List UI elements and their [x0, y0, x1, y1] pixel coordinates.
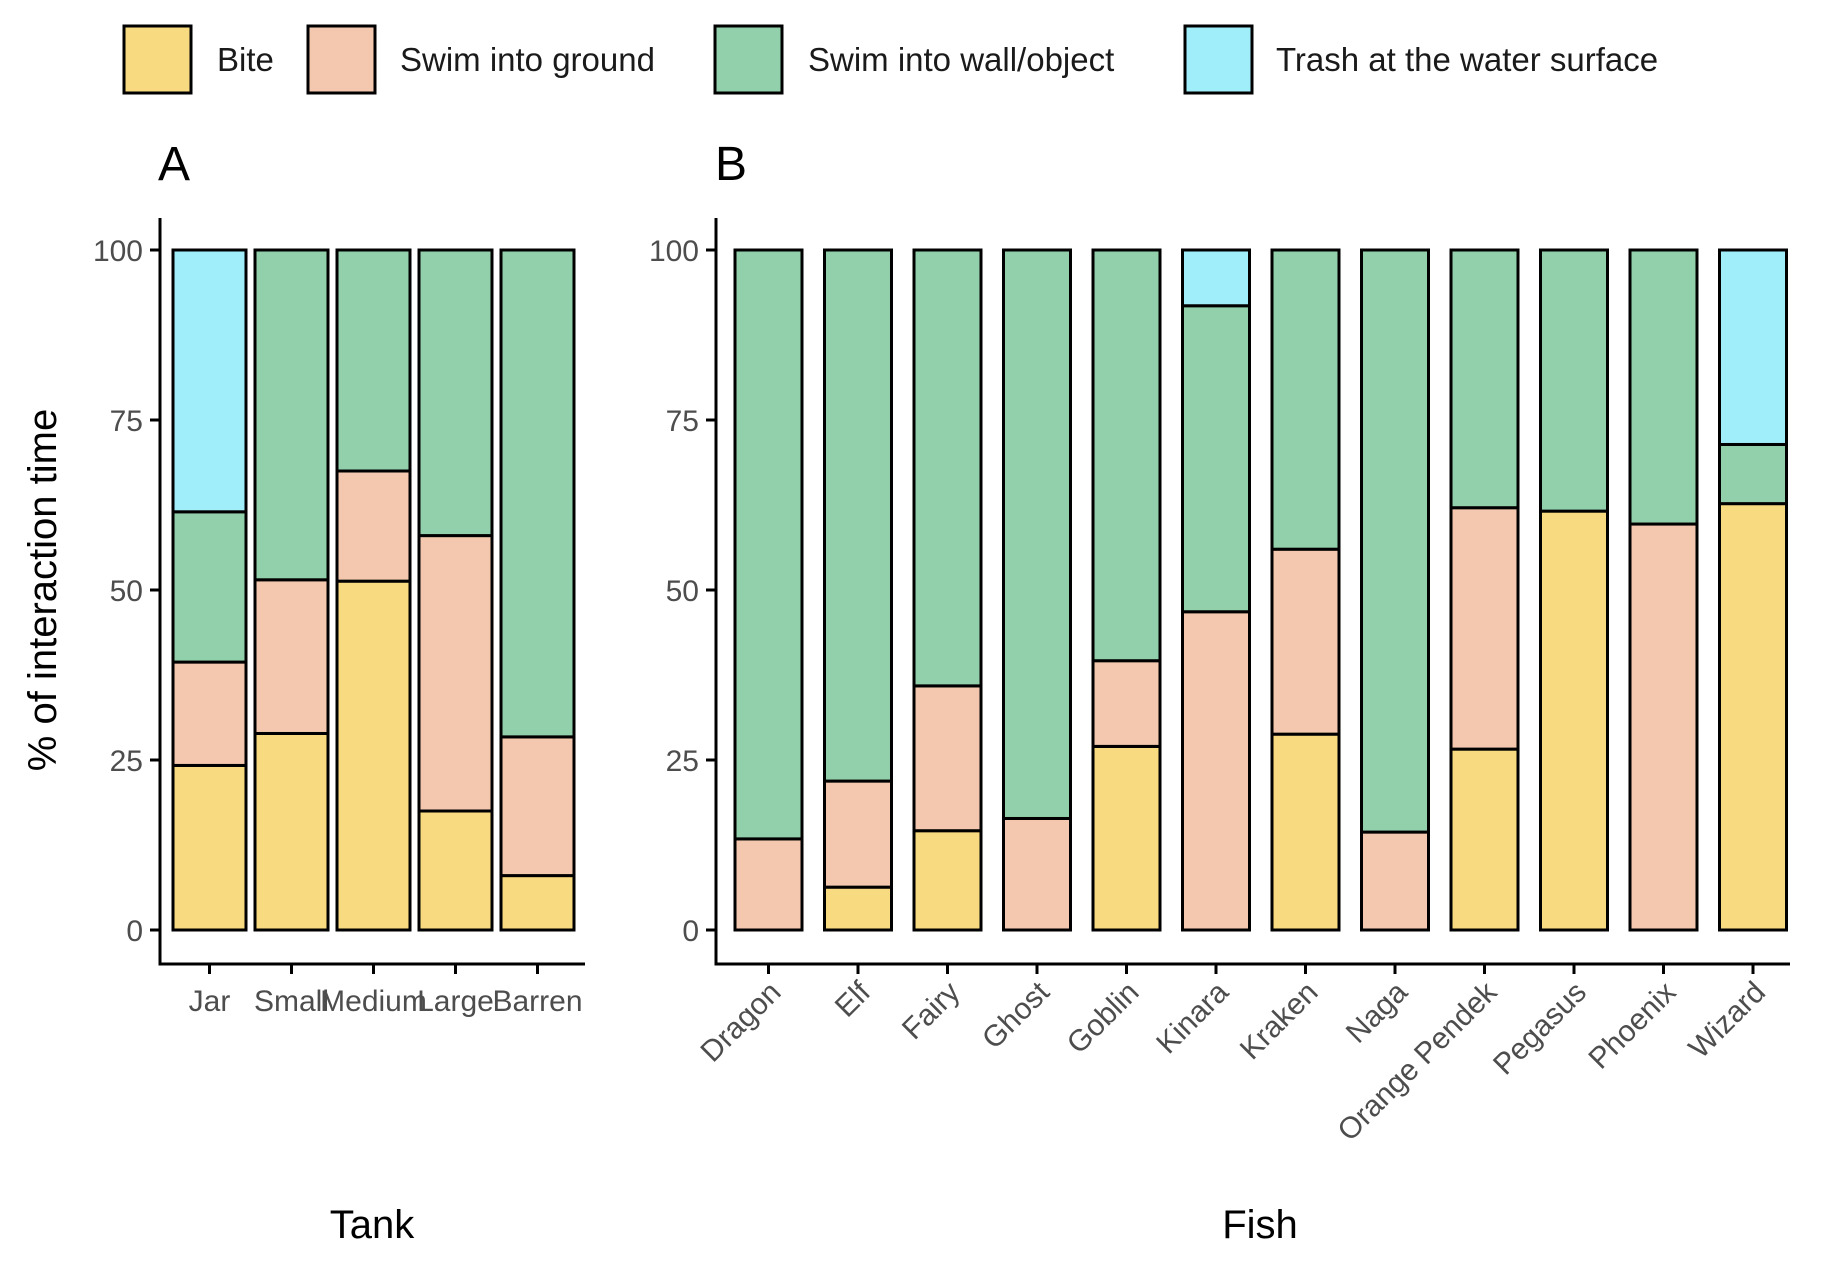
legend-key [713, 24, 784, 95]
legend-item: Bite [122, 24, 274, 95]
bar-segment [1360, 830, 1430, 932]
bar-segment [1091, 248, 1162, 663]
x-tick-label: Kinara [1150, 975, 1235, 1060]
legend-item: Swim into ground [306, 24, 655, 95]
bar-segment [499, 735, 576, 878]
bar-segment [335, 579, 412, 932]
bar-segment [1449, 506, 1520, 751]
bar-segment [1449, 248, 1520, 510]
bar-segment [1539, 248, 1609, 513]
legend-label: Trash at the water surface [1276, 41, 1658, 78]
bar-segment [823, 248, 893, 783]
x-tick-label: Large [417, 985, 494, 1018]
bar-segment [417, 809, 494, 932]
bar-segment [417, 248, 494, 538]
bar-segment [823, 779, 893, 889]
bar-segment [1091, 659, 1162, 748]
bar-segment [912, 829, 983, 932]
bar-segment [1181, 248, 1251, 308]
x-tick-label: Orange Pendek [1332, 975, 1505, 1148]
x-tick-label: Naga [1340, 975, 1414, 1049]
bar-segment [912, 248, 983, 688]
panel-b: B 0 25 50 75 100 Dragon Elf Fairy Ghost Goblin Kina… [649, 138, 1790, 1247]
x-axis-title: Tank [330, 1203, 415, 1247]
x-tick-label: Wizard [1683, 976, 1772, 1065]
bar-segment [335, 469, 412, 583]
bar-segment [1539, 509, 1609, 932]
bar-segment [335, 248, 412, 473]
bar-segment [1718, 442, 1788, 506]
bar-segment [1091, 744, 1162, 932]
x-tick-label: Ghost [976, 975, 1056, 1055]
x-tick-label: Dragon [695, 976, 788, 1069]
x-tick-label: Goblin [1061, 976, 1146, 1061]
bar-segment [171, 763, 248, 932]
bar-segment [1360, 248, 1430, 834]
y-tick-label: 100 [93, 235, 143, 268]
bar-segment [171, 660, 248, 767]
x-tick-label: Medium [320, 985, 427, 1018]
x-tick-label: Barren [492, 985, 582, 1018]
x-axis-title: Fish [1222, 1203, 1298, 1247]
legend-label: Bite [217, 41, 274, 78]
bar-segment [1449, 747, 1520, 932]
y-tick-label: 50 [110, 575, 143, 608]
bar-segment [253, 248, 330, 582]
y-tick-label: 0 [682, 915, 699, 948]
bar-segment [253, 731, 330, 932]
legend-key [1183, 24, 1254, 95]
x-tick-label: Small [254, 985, 329, 1018]
y-tick-label: 0 [126, 915, 143, 948]
bar-segment [733, 248, 804, 841]
legend-key [122, 24, 193, 95]
bar-segment [1002, 816, 1072, 932]
y-tick-label: 25 [666, 745, 699, 778]
bar-segment [1181, 304, 1251, 614]
bar-segment [1270, 732, 1341, 932]
y-tick-label: 75 [666, 405, 699, 438]
bar-segment [1270, 248, 1341, 551]
x-tick-label: Phoenix [1582, 976, 1682, 1076]
bar-segment [1628, 248, 1699, 526]
bar-segment [823, 885, 893, 932]
bar-segment [171, 248, 248, 514]
bar-segment [733, 837, 804, 932]
x-tick-label: Jar [189, 985, 231, 1018]
legend-key [306, 24, 377, 95]
legend: Bite Swim into ground Swim into wall/objec… [122, 24, 1658, 95]
bar-segment [1628, 522, 1699, 932]
panel-tag: B [715, 138, 747, 191]
y-tick-label: 50 [666, 575, 699, 608]
legend-label: Swim into ground [400, 41, 655, 78]
bar-segment [1718, 248, 1788, 446]
legend-label: Swim into wall/object [808, 41, 1114, 78]
legend-item: Swim into wall/object [713, 24, 1114, 95]
y-tick-label: 100 [649, 235, 699, 268]
panel-tag: A [158, 138, 190, 191]
bar-segment [499, 874, 576, 932]
bar-segment [1718, 502, 1788, 932]
y-axis-title: % of interaction time [21, 409, 65, 771]
bar-segment [417, 534, 494, 813]
y-tick-label: 75 [110, 405, 143, 438]
bar-segment [1181, 610, 1251, 932]
x-tick-label: Elf [829, 975, 878, 1024]
legend-item: Trash at the water surface [1183, 24, 1658, 95]
x-tick-label: Fairy [896, 976, 966, 1046]
x-tick-label: Pegasus [1487, 976, 1593, 1082]
bar-segment [912, 684, 983, 833]
bar-segment [1270, 547, 1341, 736]
y-tick-label: 25 [110, 745, 143, 778]
bar-segment [1002, 248, 1072, 820]
bar-segment [171, 510, 248, 664]
x-tick-label: Kraken [1234, 976, 1325, 1067]
bar-segment [253, 578, 330, 735]
bar-segment [499, 248, 576, 739]
